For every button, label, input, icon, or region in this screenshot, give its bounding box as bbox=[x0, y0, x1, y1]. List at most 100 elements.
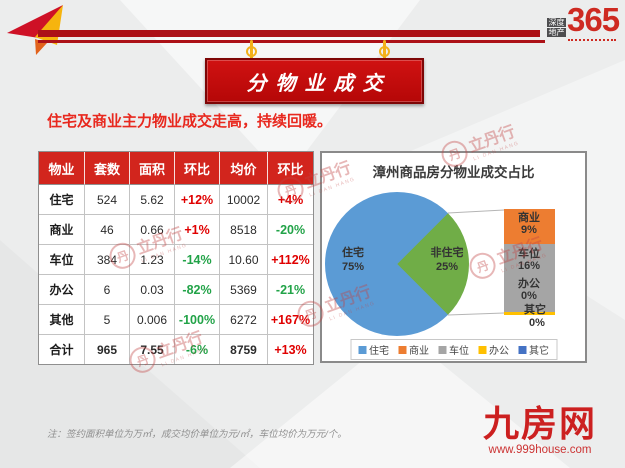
legend-item: 其它 bbox=[518, 342, 549, 357]
legend-item: 商业 bbox=[398, 342, 429, 357]
legend-item: 住宅 bbox=[358, 342, 389, 357]
table-cell: +12% bbox=[175, 185, 220, 215]
table-cell: +13% bbox=[274, 342, 307, 357]
bar-segment-value: 0% bbox=[529, 317, 545, 329]
chart-legend: 住宅 商业 车位 办公 其它 bbox=[350, 339, 557, 360]
table-row: 合计 965 7.55 -6% 8759 +13% bbox=[39, 335, 313, 364]
legend-swatch bbox=[398, 345, 406, 354]
pie-chart bbox=[325, 192, 469, 336]
table-cell: 商业 bbox=[39, 215, 85, 245]
table-cell: 办公 bbox=[39, 275, 85, 305]
breakout-bar bbox=[504, 209, 555, 315]
brand-logo-box: 深度 地产 bbox=[547, 18, 566, 38]
table-cell: -6% bbox=[175, 335, 220, 364]
footnote: 注：签约面积单位为万㎡，成交均价单位为元/㎡，车位均价为万元/个。 bbox=[47, 429, 347, 440]
table-cell: -14% bbox=[175, 245, 220, 275]
legend-item: 办公 bbox=[478, 342, 509, 357]
table-cell: -100% bbox=[175, 305, 220, 335]
column-header: 面积 bbox=[130, 152, 175, 185]
header-rule-thin bbox=[38, 40, 545, 43]
table-cell: 0.66 bbox=[130, 215, 175, 245]
table-cell: 524 bbox=[85, 185, 130, 215]
table-cell: 合计 bbox=[39, 335, 85, 364]
table-cell: 其他 bbox=[39, 305, 85, 335]
table-cell: 8759 bbox=[220, 335, 268, 364]
legend-label: 住宅 bbox=[369, 346, 389, 357]
site-url: www.999house.com bbox=[488, 444, 592, 456]
pie-slice-name: 住宅 bbox=[342, 247, 364, 259]
slide-subtitle: 住宅及商业主力物业成交走高，持续回暖。 bbox=[47, 113, 333, 130]
table-row: 商业 46 0.66 +1% 8518 -20% bbox=[39, 215, 313, 245]
brand-logo-number: 365 bbox=[567, 1, 620, 38]
bar-segment-label: 办公 bbox=[518, 278, 540, 290]
chart-panel: 漳州商品房分物业成交占比 住宅 商业 车位 办公 其它 住宅 75% 非住宅 25% 商业 9% 车… bbox=[320, 151, 587, 363]
legend-swatch bbox=[438, 345, 446, 354]
header-rule-thick bbox=[38, 30, 540, 37]
table-cell: 6 bbox=[85, 275, 130, 305]
legend-swatch bbox=[358, 345, 366, 354]
pie-slice-label: 住宅 75% bbox=[330, 246, 376, 274]
column-header: 均价 bbox=[220, 152, 268, 185]
table-cell: 5 bbox=[85, 305, 130, 335]
table-cell: 6272 bbox=[220, 305, 268, 335]
column-header: 环比 bbox=[268, 152, 313, 185]
table-cell: 10002 bbox=[220, 185, 268, 215]
legend-swatch bbox=[518, 345, 526, 354]
bar-segment-value: 16% bbox=[517, 260, 541, 272]
table-cell: 5.62 bbox=[130, 185, 175, 215]
table-cell: +167% bbox=[268, 305, 313, 335]
brand-logo-line1: 深度 bbox=[547, 18, 566, 27]
bar-segment-label: 车位 bbox=[518, 248, 540, 260]
table-row: 住宅 524 5.62 +12% 10002 +4% bbox=[39, 185, 313, 215]
section-banner-title: 分物业成交 bbox=[246, 70, 392, 95]
bar-segment-value: 9% bbox=[521, 224, 537, 236]
legend-label: 办公 bbox=[489, 346, 509, 357]
legend-label: 其它 bbox=[529, 346, 549, 357]
table-row: 办公 6 0.03 -82% 5369 -21% bbox=[39, 275, 313, 305]
table-cell: 0.006 bbox=[130, 305, 175, 335]
brand-logo-tagline bbox=[568, 39, 616, 41]
table-cell: 965 bbox=[85, 335, 130, 364]
bar-segment-label: 商业 bbox=[518, 212, 540, 224]
banner-string-knot bbox=[379, 46, 390, 57]
column-header: 物业 bbox=[39, 152, 85, 185]
table-cell: 5369 bbox=[220, 275, 268, 305]
table-cell: 8518 bbox=[220, 215, 268, 245]
site-logo: 九房网 www.999house.com bbox=[483, 404, 597, 456]
column-header: 套数 bbox=[85, 152, 130, 185]
table-header-row: 物业 套数 面积 环比 均价 环比 bbox=[39, 152, 313, 185]
table-cell: 住宅 bbox=[39, 185, 85, 215]
pie-slice-value: 25% bbox=[435, 261, 459, 273]
table-cell: -20% bbox=[268, 215, 313, 245]
legend-label: 车位 bbox=[449, 346, 469, 357]
brand-logo-line2: 地产 bbox=[547, 28, 566, 37]
table-cell: 384 bbox=[85, 245, 130, 275]
table-cell: -82% bbox=[175, 275, 220, 305]
table-cell: +4% bbox=[268, 185, 313, 215]
table-row: 车位 384 1.23 -14% 10.60 +112% bbox=[39, 245, 313, 275]
bar-segment-label: 其它 bbox=[524, 304, 546, 316]
section-banner: 分物业成交 bbox=[205, 58, 424, 104]
pie-slice-label: 非住宅 25% bbox=[418, 246, 476, 274]
legend-label: 商业 bbox=[409, 346, 429, 357]
legend-swatch bbox=[478, 345, 486, 354]
column-header: 环比 bbox=[175, 152, 220, 185]
table-cell: 7.55 bbox=[130, 335, 175, 364]
bar-segment bbox=[504, 209, 555, 244]
table-row: 其他 5 0.006 -100% 6272 +167% bbox=[39, 305, 313, 335]
bar-segment-value: 0% bbox=[521, 290, 537, 302]
table-cell: +1% bbox=[175, 215, 220, 245]
site-name: 九房网 bbox=[482, 403, 597, 445]
connector-lines bbox=[447, 209, 505, 316]
bar-segment bbox=[504, 244, 555, 312]
brand-logo: 深度 地产 365 bbox=[547, 1, 622, 53]
table-cell: 1.23 bbox=[130, 245, 175, 275]
banner-string-knot bbox=[246, 46, 257, 57]
table-cell: 车位 bbox=[39, 245, 85, 275]
table-cell: +112% bbox=[268, 245, 313, 275]
table-cell: -21% bbox=[268, 275, 313, 305]
table-cell: 0.03 bbox=[130, 275, 175, 305]
property-table: 物业 套数 面积 环比 均价 环比 住宅 524 5.62 +12% 10002 +4% 商业 46 0.6… bbox=[38, 151, 314, 365]
bar-segment bbox=[504, 312, 555, 315]
